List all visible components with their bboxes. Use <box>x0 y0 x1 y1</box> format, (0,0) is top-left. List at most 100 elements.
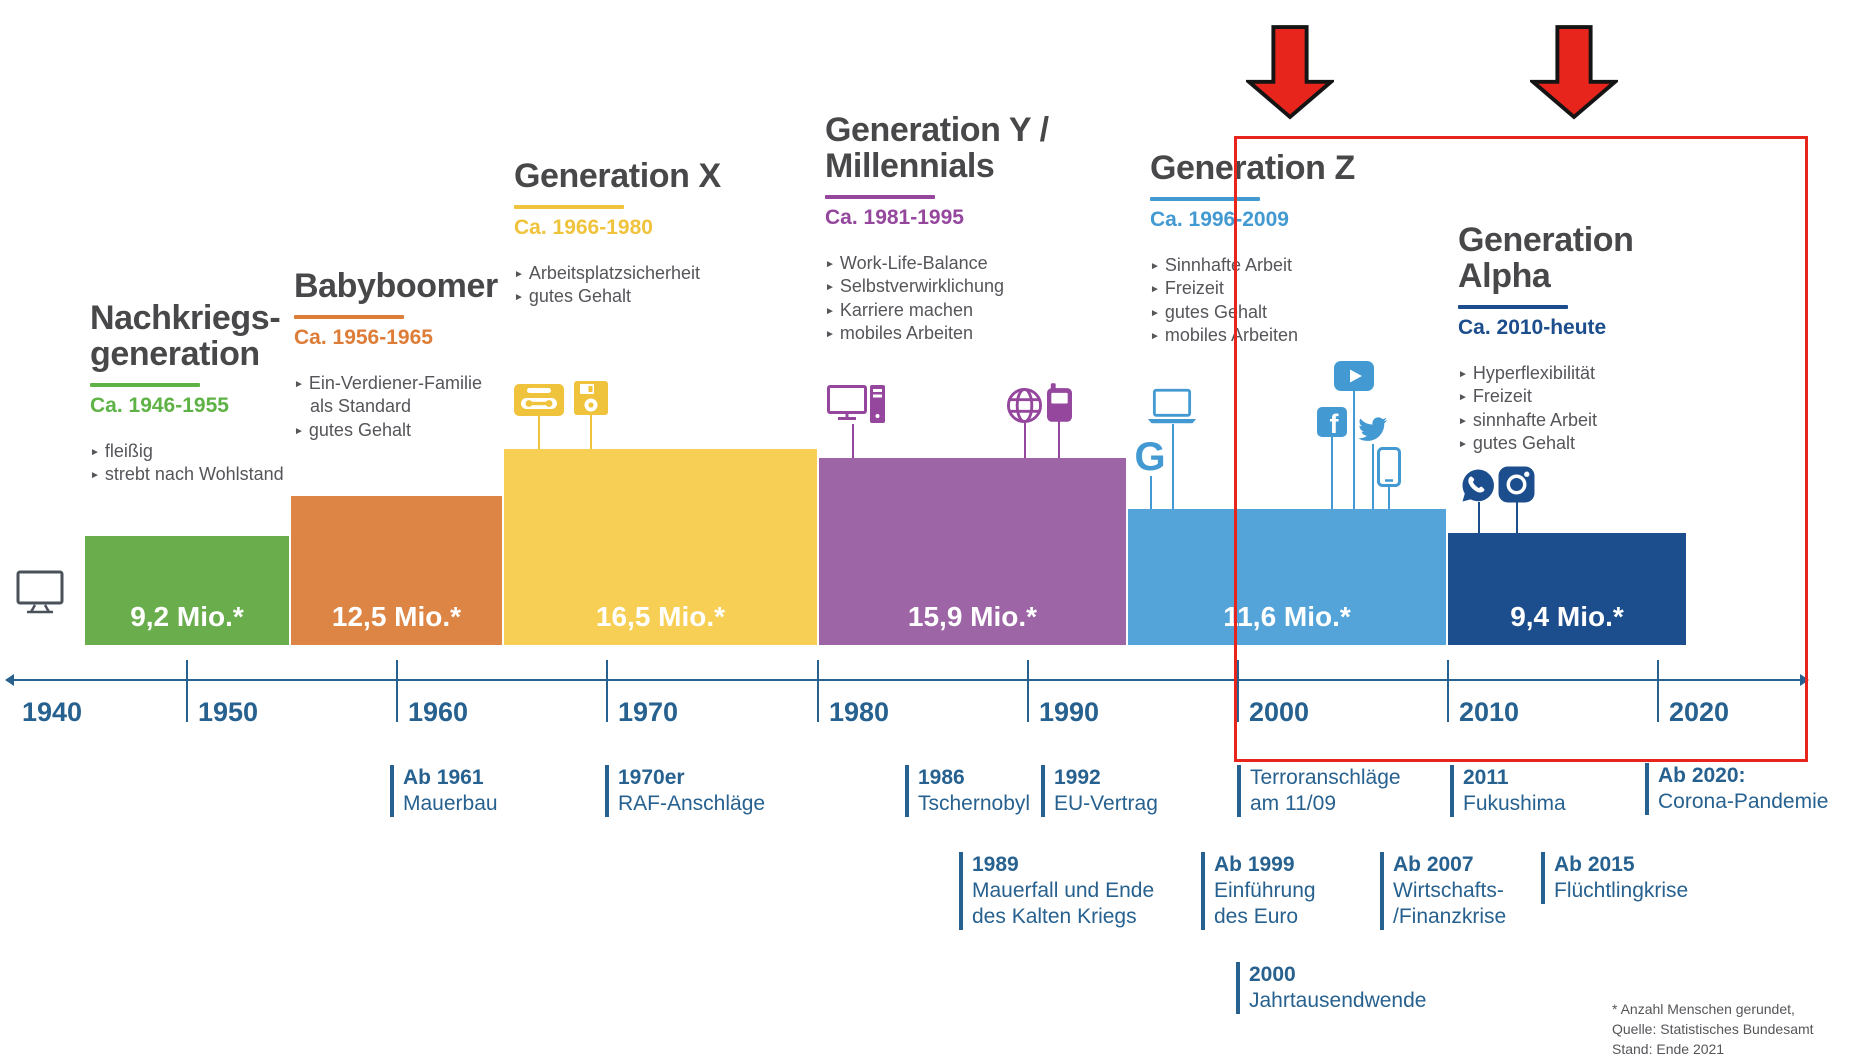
generation-title: generation <box>90 335 260 374</box>
event-ab-2020-: Ab 2020: Corona-Pandemie <box>1645 763 1829 816</box>
event-2000: 2000 Jahrtausendwende <box>1236 962 1427 1015</box>
generation-title: Millennials <box>825 147 995 186</box>
icon-stem <box>538 414 540 449</box>
event-date: 1989 <box>972 853 1019 876</box>
generation-period: Ca. 1996-2009 <box>1150 208 1289 232</box>
timeline-year-label: 1990 <box>1039 697 1100 727</box>
bullet-arrow-icon: ► <box>514 292 524 304</box>
desktop-computer-icon <box>827 385 885 425</box>
bullet-arrow-icon: ► <box>294 425 304 437</box>
generation-period: Ca. 1956-1965 <box>294 326 433 350</box>
trait-item: ► mobiles Arbeiten <box>825 322 1105 345</box>
generation-title: Generation Z <box>1150 149 1355 187</box>
trait-item: ► gutes Gehalt <box>1458 432 1718 455</box>
generation-header-babyboomer: Babyboomer Ca. 1956-1965 ► Ein-Verdiener-Fa… <box>294 268 509 442</box>
footnote-line: * Anzahl Menschen gerundet, <box>1612 1001 1795 1017</box>
event-description: Mauerbau <box>403 792 498 816</box>
bullet-arrow-icon: ► <box>1458 392 1468 404</box>
timeline-tick <box>1237 660 1239 722</box>
event-1989: 1989 Mauerfall und Ende des Kalten Kriegs <box>959 852 1154 931</box>
event-description: EU-Vertrag <box>1054 792 1158 816</box>
event-description: Tschernobyl <box>918 792 1031 816</box>
trait-label: Selbstverwirklichung <box>839 276 1004 297</box>
bullet-arrow-icon: ► <box>825 259 835 271</box>
event-2011: 2011 Fukushima <box>1450 765 1566 818</box>
event-description: Jahrtausendwende <box>1249 989 1427 1013</box>
event-date: 2011 <box>1463 766 1509 789</box>
event-description: des Euro <box>1214 905 1299 929</box>
timeline-tick <box>1447 660 1449 722</box>
facebook-icon: f <box>1317 407 1347 437</box>
bullet-arrow-icon: ► <box>90 470 100 482</box>
event-date: Ab 2015 <box>1554 853 1635 876</box>
event-date: Ab 2020: <box>1658 764 1746 787</box>
event-date: 2000 <box>1249 963 1296 986</box>
population-bar-generation-z: 11,6 Mio.* <box>1128 509 1446 645</box>
timeline-tick <box>817 660 819 722</box>
svg-text:G: G <box>1134 437 1165 477</box>
population-bar-babyboomer: 12,5 Mio.* <box>291 496 502 645</box>
generation-traits: ► fleißig ► strebt nach Wohlstand <box>90 440 340 487</box>
generation-traits: ► Ein-Verdiener-Familie als Standard ► gute… <box>294 372 509 442</box>
timeline-year-label: 1960 <box>408 697 469 727</box>
trait-label: mobiles Arbeiten <box>1164 325 1298 346</box>
bullet-arrow-icon: ► <box>1150 284 1160 296</box>
generation-traits: ► Arbeitsplatzsicherheit ► gutes Gehalt <box>514 262 794 309</box>
trait-label: Hyperflexibilität <box>1472 363 1595 384</box>
trait-label: Freizeit <box>1472 386 1532 407</box>
generation-header-generation-z: Generation Z Ca. 1996-2009 ► Sinnhafte Arbe… <box>1150 150 1400 348</box>
generation-traits: ► Hyperflexibilität ► Freizeit ► sinnhafte Ar… <box>1458 362 1718 456</box>
event-date: 1986 <box>918 766 965 789</box>
timeline-tick <box>396 660 398 722</box>
laptop-icon <box>1146 388 1198 425</box>
generation-title: Babyboomer <box>294 267 498 305</box>
trait-label: strebt nach Wohlstand <box>104 464 284 485</box>
event-ab-1961: Ab 1961 Mauerbau <box>390 765 498 818</box>
trait-label: gutes Gehalt <box>1164 301 1267 322</box>
generation-period: Ca. 1981-1995 <box>825 206 964 230</box>
twitter-icon <box>1353 414 1391 446</box>
event-ab-2007: Ab 2007 Wirtschafts-/Finanzkrise <box>1380 852 1507 931</box>
icon-stem <box>1478 502 1480 533</box>
event-description: /Finanzkrise <box>1393 905 1507 929</box>
trait-label: mobiles Arbeiten <box>839 323 973 344</box>
timeline-year-label: 1940 <box>22 697 83 727</box>
timeline-year-label: 1980 <box>829 697 890 727</box>
event-date: Ab 2007 <box>1393 853 1474 876</box>
timeline-year-label: 2000 <box>1249 697 1310 727</box>
bullet-arrow-icon: ► <box>825 305 835 317</box>
bullet-arrow-icon: ► <box>825 282 835 294</box>
event-description: Wirtschafts- <box>1393 879 1504 903</box>
bullet-arrow-icon: ► <box>1458 369 1468 381</box>
generation-title: Generation Y / <box>825 111 1049 149</box>
event-1992: 1992 EU-Vertrag <box>1041 765 1158 818</box>
icon-stem <box>1372 444 1374 509</box>
generation-period: Ca. 1946-1955 <box>90 394 229 418</box>
title-underline <box>1150 197 1260 202</box>
generation-title: Generation X <box>514 157 721 195</box>
population-label: 15,9 Mio.* <box>907 601 1038 632</box>
event-description: Corona-Pandemie <box>1658 790 1829 814</box>
bullet-arrow-icon: ► <box>1150 261 1160 273</box>
event-1986: 1986 Tschernobyl <box>905 765 1031 818</box>
event-date: 1970er <box>618 766 685 789</box>
trait-item: ► Work-Life-Balance <box>825 252 1105 275</box>
trait-item: ► mobiles Arbeiten <box>1150 324 1400 347</box>
trait-label: Karriere machen <box>839 299 973 320</box>
generation-title: Generation Alpha <box>1458 221 1634 296</box>
highlight-arrow-down-icon <box>1243 24 1337 120</box>
icon-stem <box>1353 391 1355 509</box>
trait-label: gutes Gehalt <box>528 286 631 307</box>
trait-item: ► Ein-Verdiener-Familie als Standard <box>294 372 509 419</box>
event-description: RAF-Anschläge <box>618 792 766 816</box>
footnote-line: Quelle: Statistisches Bundesamt <box>1612 1020 1814 1037</box>
timeline-axis <box>14 679 1800 681</box>
globe-icon <box>1006 387 1043 424</box>
trait-item: ► Arbeitsplatzsicherheit <box>514 262 794 285</box>
title-underline <box>514 205 624 210</box>
trait-item: ► gutes Gehalt <box>514 285 794 308</box>
timeline-tick <box>1657 660 1659 722</box>
bullet-arrow-icon: ► <box>1150 331 1160 343</box>
trait-label: sinnhafte Arbeit <box>1472 409 1597 430</box>
trait-item: ► Karriere machen <box>825 299 1105 322</box>
